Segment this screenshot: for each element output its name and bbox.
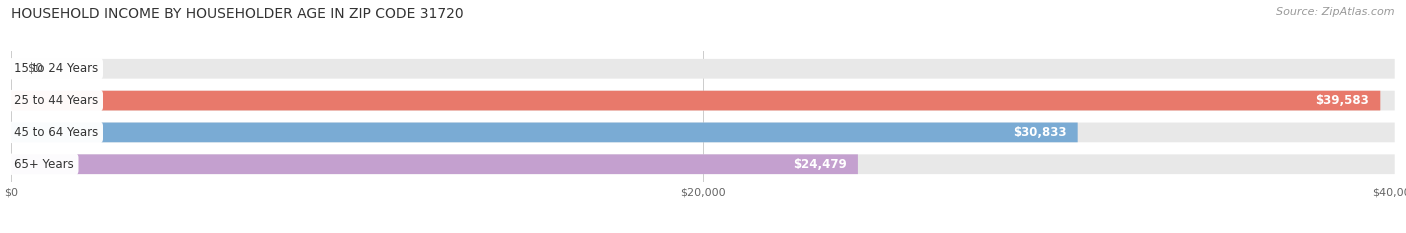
FancyBboxPatch shape (11, 123, 1077, 142)
Text: $0: $0 (28, 62, 42, 75)
Text: HOUSEHOLD INCOME BY HOUSEHOLDER AGE IN ZIP CODE 31720: HOUSEHOLD INCOME BY HOUSEHOLDER AGE IN Z… (11, 7, 464, 21)
FancyBboxPatch shape (11, 154, 1395, 174)
FancyBboxPatch shape (11, 154, 858, 174)
FancyBboxPatch shape (11, 91, 1395, 110)
FancyBboxPatch shape (11, 59, 1395, 79)
Text: $30,833: $30,833 (1014, 126, 1067, 139)
Text: $39,583: $39,583 (1316, 94, 1369, 107)
Text: $24,479: $24,479 (793, 158, 846, 171)
FancyBboxPatch shape (11, 123, 1395, 142)
FancyBboxPatch shape (11, 91, 1381, 110)
Text: 25 to 44 Years: 25 to 44 Years (14, 94, 98, 107)
Text: 65+ Years: 65+ Years (14, 158, 73, 171)
Text: 45 to 64 Years: 45 to 64 Years (14, 126, 98, 139)
Text: 15 to 24 Years: 15 to 24 Years (14, 62, 98, 75)
Text: Source: ZipAtlas.com: Source: ZipAtlas.com (1277, 7, 1395, 17)
